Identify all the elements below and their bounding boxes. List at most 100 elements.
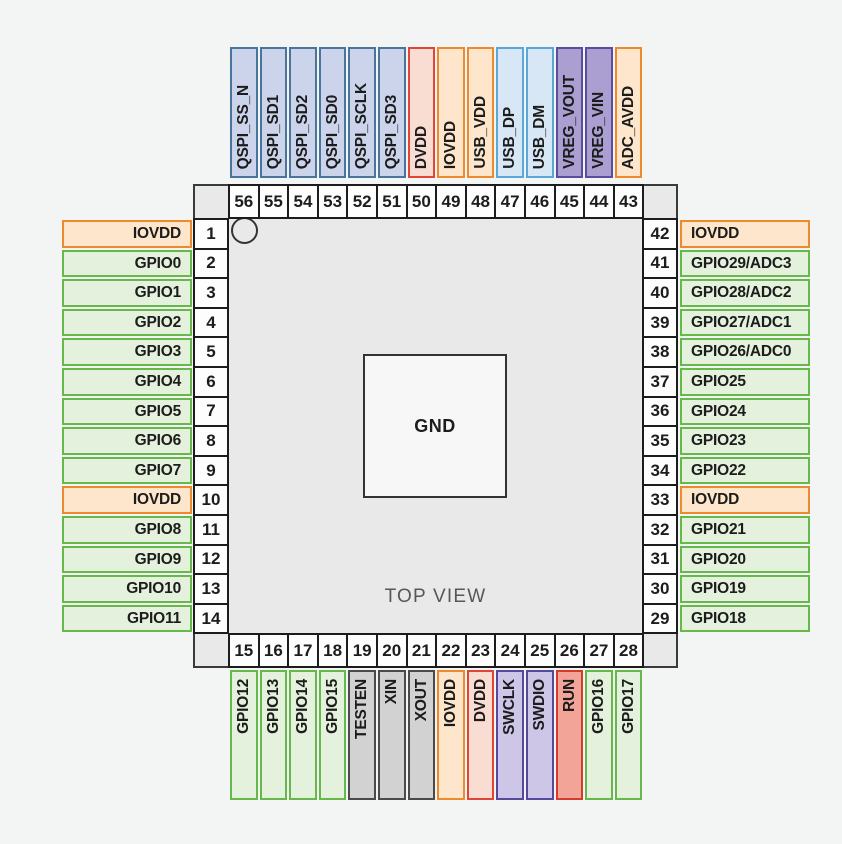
pin-22-number: 22 [435, 633, 467, 668]
pin-56-label-box: QSPI_SS_N [230, 47, 258, 178]
pin-1-label: IOVDD [132, 225, 181, 243]
pin-49-label-box: IOVDD [437, 47, 465, 178]
pin-28-label-box: GPIO17 [614, 670, 643, 800]
pin-35-number: 35 [642, 425, 678, 457]
right-pin-numbers: 42 41 40 39 38 37 36 35 34 33 32 31 30 29 [642, 218, 678, 635]
pin-44-label: VREG_VIN [590, 92, 608, 169]
pin-5-label-box: GPIO3 [62, 338, 192, 366]
pin-2-label-box: GPIO0 [62, 249, 192, 278]
pin-41-label: GPIO29/ADC3 [691, 254, 792, 272]
pin-29-label: GPIO18 [691, 609, 746, 627]
pin-53-number: 53 [316, 184, 349, 219]
pin-38-number: 38 [642, 336, 678, 368]
pin-28-number: 28 [612, 633, 645, 668]
pin-30-label: GPIO19 [691, 580, 746, 598]
pin-27-label-box: GPIO16 [585, 670, 613, 800]
pin-47-number: 47 [494, 184, 526, 219]
pin-50-label-box: DVDD [407, 47, 436, 178]
pin-7-label: GPIO5 [134, 402, 182, 420]
pin-17-label-box: GPIO14 [289, 670, 317, 800]
pin-31-label-box: GPIO20 [680, 545, 810, 574]
pin-6-label: GPIO4 [134, 373, 182, 391]
pin-32-number: 32 [642, 513, 678, 546]
pin-21-label-box: XOUT [407, 670, 436, 800]
pin-12-label-box: GPIO9 [62, 545, 192, 574]
pin-52-number: 52 [346, 184, 378, 219]
left-pin-numbers: 1 2 3 4 5 6 7 8 9 10 11 12 13 14 [193, 218, 229, 635]
pin-42-label-box: IOVDD [680, 220, 810, 248]
bottom-pin-labels: GPIO12 GPIO13 GPIO14 GPIO15 TESTEN XIN XOUT IOV… [230, 670, 643, 800]
pin-4-number: 4 [193, 306, 229, 339]
pin-2-label: GPIO0 [134, 254, 182, 272]
pin-1-label-box: IOVDD [62, 220, 192, 248]
pin-9-number: 9 [193, 454, 229, 487]
pin-7-label-box: GPIO5 [62, 397, 192, 426]
pin-15-number: 15 [228, 633, 260, 668]
pin-14-label: GPIO11 [127, 609, 181, 627]
pin-23-number: 23 [464, 633, 497, 668]
pin-46-label: USB_DM [530, 104, 548, 169]
pin-16-label: GPIO13 [264, 679, 282, 734]
pin-6-label-box: GPIO4 [62, 367, 192, 396]
pin-18-label: GPIO15 [323, 679, 341, 734]
pin-10-number: 10 [193, 484, 229, 516]
left-pin-labels: IOVDD GPIO0 GPIO1 GPIO2 GPIO3 GPIO4 GPIO5 GPIO6… [62, 220, 192, 633]
pin-12-number: 12 [193, 543, 229, 576]
pin-26-label-box: RUN [555, 670, 584, 800]
pin-17-number: 17 [287, 633, 319, 668]
pin-14-label-box: GPIO11 [62, 604, 192, 633]
pin-53-label-box: QSPI_SD0 [318, 47, 347, 178]
pin-23-label: DVDD [471, 679, 489, 723]
pin-20-label: XIN [383, 679, 401, 705]
pin-27-label: GPIO16 [590, 679, 608, 734]
pin-54-label: QSPI_SD2 [294, 94, 312, 169]
pin-51-label-box: QSPI_SD3 [377, 47, 406, 178]
pin-32-label: GPIO21 [691, 520, 746, 538]
pin-20-label-box: XIN [377, 670, 406, 800]
pin-47-label-box: USB_DP [496, 47, 524, 178]
pin-33-number: 33 [642, 484, 678, 516]
pin-18-number: 18 [316, 633, 349, 668]
pin-45-label: VREG_VOUT [560, 75, 578, 169]
gnd-pad-label: GND [414, 415, 456, 436]
top-pin-labels: QSPI_SS_N QSPI_SD1 QSPI_SD2 QSPI_SD0 QSPI_SC… [230, 47, 643, 178]
pin-54-number: 54 [287, 184, 319, 219]
pin-34-label-box: GPIO22 [680, 456, 810, 485]
pin-23-label-box: DVDD [466, 670, 495, 800]
pin-8-number: 8 [193, 425, 229, 457]
pin-6-number: 6 [193, 365, 229, 398]
pin-19-label: TESTEN [353, 679, 371, 739]
pin-8-label: GPIO6 [134, 432, 182, 450]
pin-53-label: QSPI_SD0 [323, 94, 341, 169]
pin-43-number: 43 [612, 184, 645, 219]
pin-44-number: 44 [583, 184, 615, 219]
pin-2-number: 2 [193, 247, 229, 280]
pin-34-label: GPIO22 [691, 461, 746, 479]
pin-5-number: 5 [193, 336, 229, 368]
pin-30-number: 30 [642, 573, 678, 605]
pin-56-label: QSPI_SS_N [235, 84, 253, 169]
pin-39-label: GPIO27/ADC1 [691, 313, 792, 331]
pin-40-label: GPIO28/ADC2 [691, 284, 792, 302]
pin-34-number: 34 [642, 454, 678, 487]
pin-42-number: 42 [642, 218, 678, 250]
pin-11-label: GPIO8 [134, 520, 182, 538]
pin-18-label-box: GPIO15 [318, 670, 347, 800]
pin-11-number: 11 [193, 513, 229, 546]
pin-25-label: SWDIO [530, 679, 548, 731]
pin-37-label-box: GPIO25 [680, 367, 810, 396]
pin-15-label: GPIO12 [235, 679, 253, 734]
pin-55-label: QSPI_SD1 [264, 94, 282, 169]
pin-17-label: GPIO14 [294, 679, 312, 734]
pin-50-label: DVDD [412, 125, 430, 169]
pin-40-label-box: GPIO28/ADC2 [680, 279, 810, 307]
pin-32-label-box: GPIO21 [680, 515, 810, 544]
pin-41-label-box: GPIO29/ADC3 [680, 249, 810, 278]
pin-16-number: 16 [257, 633, 290, 668]
pin-48-label: USB_VDD [471, 96, 489, 169]
pin-35-label-box: GPIO23 [680, 427, 810, 455]
pin-51-number: 51 [375, 184, 408, 219]
pin-11-label-box: GPIO8 [62, 515, 192, 544]
pin-43-label: ADC_AVDD [619, 85, 637, 169]
